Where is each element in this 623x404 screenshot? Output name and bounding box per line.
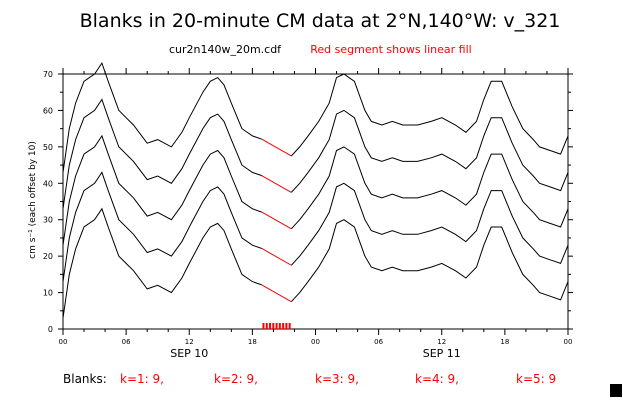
footer-blank-k1: k=1: 9, bbox=[120, 372, 164, 386]
y-axis-label: cm s⁻¹ (each offset by 10) bbox=[28, 141, 38, 259]
file-name: cur2n140w_20m.cdf bbox=[169, 43, 282, 56]
plot-area: 0 10 20 30 40 50 60 70 00 06 12 18 00 06 12 18 00 SEP 10 S… bbox=[43, 61, 573, 360]
y-tick-label: 40 bbox=[43, 179, 53, 188]
x-tick-label: 00 bbox=[311, 338, 320, 346]
x-tick-label: 18 bbox=[248, 338, 257, 346]
series-line-k=5 bbox=[62, 61, 262, 173]
y-tick-label: 60 bbox=[43, 106, 53, 115]
y-tick-label: 70 bbox=[43, 70, 53, 79]
footer-blank-k4: k=4: 9, bbox=[415, 372, 459, 386]
series-line-k=1 bbox=[290, 219, 569, 303]
series-line-k=3 bbox=[290, 146, 569, 230]
y-tick-label: 50 bbox=[43, 143, 53, 152]
x-tick-label: 06 bbox=[374, 338, 383, 346]
x-tick-label: 00 bbox=[564, 338, 573, 346]
date-label: SEP 11 bbox=[423, 347, 461, 360]
corner-marker bbox=[610, 384, 622, 397]
y-tick-label: 30 bbox=[43, 216, 53, 225]
x-tick-label: 18 bbox=[500, 338, 509, 346]
series-fill-segment-k=3 bbox=[261, 211, 292, 230]
footer-blank-k5: k=5: 9 bbox=[516, 372, 556, 386]
date-label: SEP 10 bbox=[170, 347, 208, 360]
series-line-k=2 bbox=[62, 171, 262, 282]
x-tick-label: 12 bbox=[437, 338, 446, 346]
chart-title: Blanks in 20-minute CM data at 2°N,140°W… bbox=[80, 10, 561, 32]
x-tick-label: 06 bbox=[122, 338, 131, 346]
series-line-k=4 bbox=[290, 109, 569, 193]
x-tick-label: 00 bbox=[59, 338, 68, 346]
y-tick-label: 0 bbox=[48, 325, 53, 334]
fill-note: Red segment shows linear fill bbox=[310, 43, 471, 56]
series-line-k=3 bbox=[62, 134, 262, 246]
series-line-k=2 bbox=[290, 182, 569, 266]
footer-prefix: Blanks: bbox=[63, 372, 107, 386]
series-fill-segment-k=5 bbox=[261, 138, 292, 157]
y-tick-label: 20 bbox=[43, 252, 53, 261]
series-line-k=5 bbox=[290, 73, 569, 157]
series-fill-segment-k=2 bbox=[261, 248, 292, 266]
footer-blank-k3: k=3: 9, bbox=[315, 372, 359, 386]
series-fill-segment-k=1 bbox=[261, 284, 292, 303]
footer-blank-k2: k=2: 9, bbox=[214, 372, 258, 386]
y-tick-label: 10 bbox=[43, 289, 53, 298]
series-line-k=1 bbox=[62, 207, 262, 319]
x-tick-label: 12 bbox=[185, 338, 194, 346]
series-fill-segment-k=4 bbox=[261, 175, 292, 193]
series-line-k=4 bbox=[62, 98, 262, 209]
